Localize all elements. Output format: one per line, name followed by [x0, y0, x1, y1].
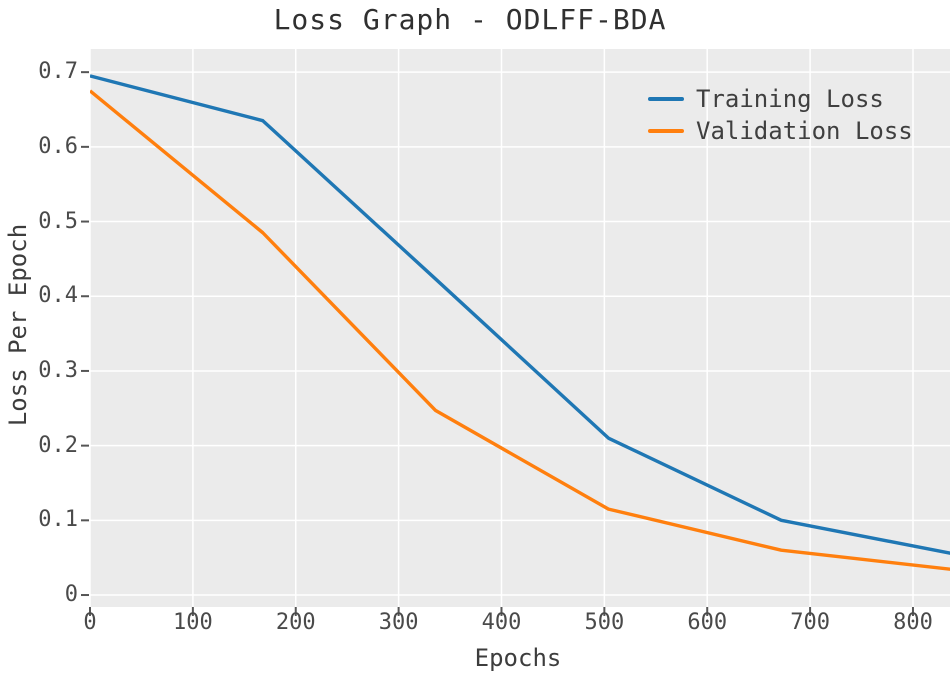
y-axis-label: Loss Per Epoch	[4, 223, 32, 427]
x-tick-label: 200	[275, 610, 316, 635]
validation-loss-line	[90, 89, 950, 571]
x-axis-label: Epochs	[474, 644, 562, 672]
legend-label-training-loss: Training Loss	[696, 85, 884, 113]
x-tick-label: 800	[893, 610, 933, 635]
legend-item-validation-loss: Validation Loss	[648, 115, 913, 147]
x-tick-label: 0	[83, 610, 97, 635]
legend: Training Loss Validation Loss	[648, 83, 913, 147]
y-tick-label: 0.4	[38, 283, 78, 309]
y-tick-label: 0.1	[38, 507, 78, 533]
y-tick-label: 0.2	[38, 432, 78, 458]
y-tick-label: 0.5	[38, 208, 78, 234]
x-tick-label: 400	[481, 610, 522, 635]
x-tick-label: 500	[584, 610, 625, 635]
legend-item-training-loss: Training Loss	[648, 83, 913, 115]
legend-label-validation-loss: Validation Loss	[696, 117, 913, 145]
x-tick-label: 700	[790, 610, 830, 635]
y-tick-label: 0.3	[38, 357, 78, 383]
x-tick-label: 100	[172, 610, 213, 635]
y-tick-label: 0	[64, 582, 78, 608]
y-tick-label: 0.7	[38, 59, 78, 85]
x-tick-label: 300	[378, 610, 419, 635]
x-tick-label: 600	[687, 610, 728, 635]
chart-title: Loss Graph - ODLFF-BDA	[273, 3, 667, 36]
y-tick-label: 0.6	[38, 133, 78, 159]
validation-loss-line-swatch	[648, 129, 684, 133]
training-loss-line	[90, 74, 950, 555]
plot-background	[90, 49, 950, 607]
training-loss-line-swatch	[648, 97, 684, 101]
